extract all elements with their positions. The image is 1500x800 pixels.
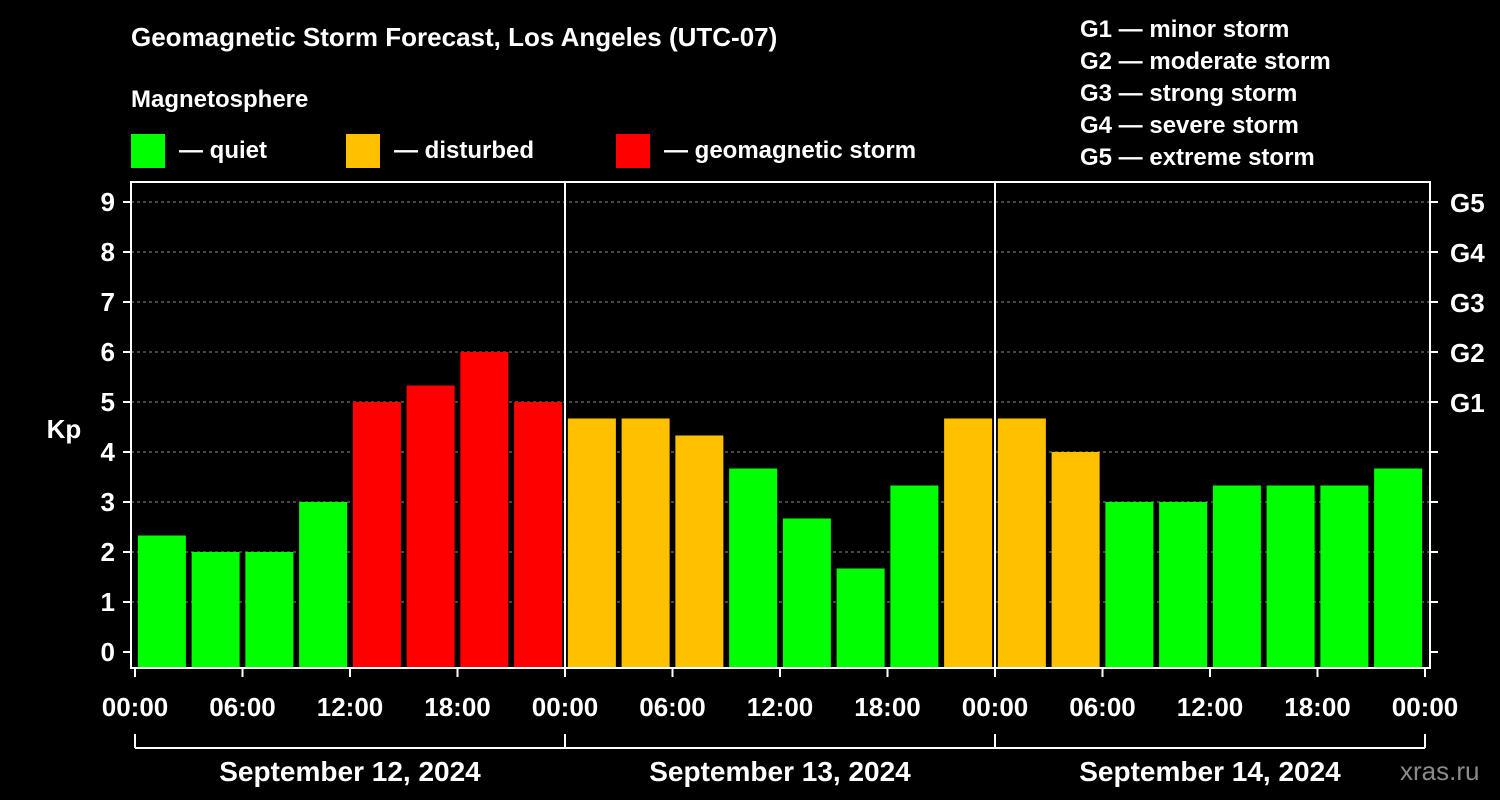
legend-item-disturbed: — disturbed bbox=[346, 134, 534, 168]
date-label: September 14, 2024 bbox=[1079, 756, 1341, 787]
x-tick-label: 00:00 bbox=[962, 692, 1029, 722]
kp-bar bbox=[997, 418, 1046, 668]
y-tick-label: 4 bbox=[101, 437, 116, 467]
kp-bar bbox=[1159, 502, 1208, 668]
y-tick-label: 8 bbox=[101, 237, 115, 267]
kp-bar bbox=[890, 485, 939, 668]
kp-bar bbox=[782, 518, 831, 668]
x-tick-label: 18:00 bbox=[854, 692, 921, 722]
kp-bar bbox=[621, 418, 670, 668]
legend-swatch-storm bbox=[616, 134, 650, 168]
y-tick-label: 1 bbox=[101, 587, 115, 617]
g-scale-item-g5: G5 — extreme storm bbox=[1080, 144, 1315, 171]
chart-title: Geomagnetic Storm Forecast, Los Angeles … bbox=[131, 22, 778, 52]
legend-label-quiet: — quiet bbox=[179, 137, 267, 164]
kp-bar bbox=[191, 552, 240, 668]
y-tick-label: 5 bbox=[101, 387, 115, 417]
g-scale-item-g3: G3 — strong storm bbox=[1080, 80, 1298, 107]
x-tick-label: 00:00 bbox=[1392, 692, 1459, 722]
date-label: September 13, 2024 bbox=[649, 756, 911, 787]
right-axis-label: G1 bbox=[1450, 388, 1485, 418]
x-tick-label: 06:00 bbox=[639, 692, 706, 722]
right-axis-label: G3 bbox=[1450, 288, 1485, 318]
legend-swatch-quiet bbox=[131, 134, 165, 168]
right-axis-label: G2 bbox=[1450, 338, 1485, 368]
kp-bar bbox=[245, 552, 294, 668]
y-tick-label: 6 bbox=[101, 337, 115, 367]
x-tick-label: 12:00 bbox=[1177, 692, 1244, 722]
kp-bar bbox=[352, 402, 401, 668]
kp-bar bbox=[1266, 485, 1315, 668]
kp-bar bbox=[514, 402, 563, 668]
g-scale-item-g1: G1 — minor storm bbox=[1080, 16, 1290, 43]
right-axis-label: G5 bbox=[1450, 188, 1485, 218]
y-tick-label: 3 bbox=[101, 487, 115, 517]
legend-heading: Magnetosphere bbox=[131, 86, 309, 113]
x-tick-label: 18:00 bbox=[1284, 692, 1351, 722]
kp-bar bbox=[460, 352, 509, 668]
kp-bar bbox=[137, 535, 186, 668]
y-tick-label: 2 bbox=[101, 537, 115, 567]
legend-item-storm: — geomagnetic storm bbox=[616, 134, 916, 168]
legend-label-disturbed: — disturbed bbox=[394, 137, 535, 164]
g-scale-item-g4: G4 — severe storm bbox=[1080, 112, 1299, 139]
y-tick-label: 0 bbox=[101, 637, 115, 667]
x-tick-label: 06:00 bbox=[1069, 692, 1136, 722]
kp-bar bbox=[1105, 502, 1154, 668]
kp-bar bbox=[406, 385, 455, 668]
y-tick-label: 9 bbox=[101, 187, 115, 217]
g-scale-item-g2: G2 — moderate storm bbox=[1080, 48, 1331, 75]
kp-bar bbox=[1374, 468, 1423, 668]
kp-bar bbox=[675, 435, 724, 668]
legend-label-storm: — geomagnetic storm bbox=[664, 137, 917, 164]
x-tick-label: 06:00 bbox=[209, 692, 276, 722]
date-label: September 12, 2024 bbox=[219, 756, 481, 787]
g-scale-legend: G1 — minor storm G2 — moderate storm G3 … bbox=[1080, 14, 1331, 174]
kp-bar bbox=[1212, 485, 1261, 668]
kp-bar bbox=[729, 468, 778, 668]
kp-bar bbox=[944, 418, 993, 668]
kp-bar bbox=[836, 568, 885, 668]
kp-bar bbox=[567, 418, 616, 668]
right-axis-label: G4 bbox=[1450, 238, 1485, 268]
y-axis-label: Kp bbox=[47, 414, 82, 444]
x-tick-label: 12:00 bbox=[317, 692, 384, 722]
x-tick-label: 00:00 bbox=[102, 692, 169, 722]
kp-bar bbox=[299, 502, 348, 668]
watermark: xras.ru bbox=[1400, 756, 1480, 786]
legend-swatch-disturbed bbox=[346, 134, 380, 168]
kp-bar bbox=[1320, 485, 1369, 668]
x-tick-label: 12:00 bbox=[747, 692, 814, 722]
legend-item-quiet: — quiet bbox=[131, 134, 267, 168]
x-tick-label: 00:00 bbox=[532, 692, 599, 722]
x-tick-label: 18:00 bbox=[424, 692, 491, 722]
y-tick-label: 7 bbox=[101, 287, 115, 317]
kp-bar bbox=[1051, 452, 1100, 668]
